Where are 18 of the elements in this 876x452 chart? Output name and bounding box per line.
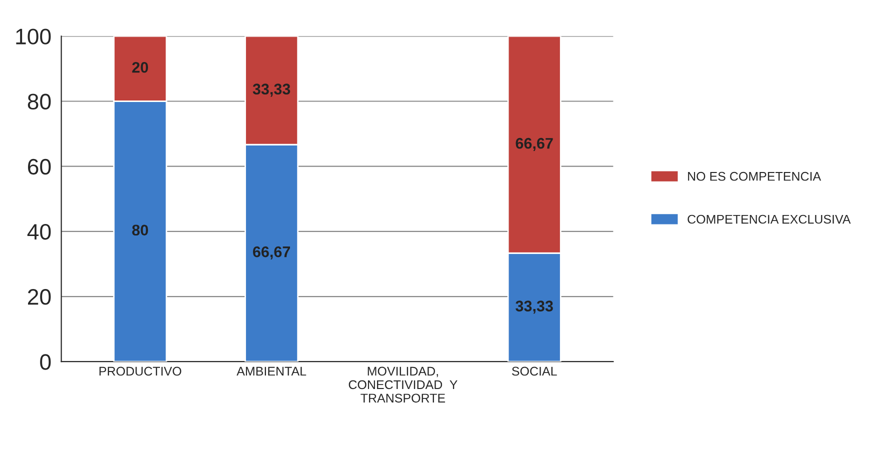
data-label: 33,33 bbox=[516, 300, 553, 314]
x-tick-label: MOVILIDAD, CONECTIVIDAD Y TRANSPORTE bbox=[348, 366, 458, 403]
x-tick-label: AMBIENTAL bbox=[236, 366, 306, 376]
data-label: 20 bbox=[132, 62, 148, 73]
data-label: 80 bbox=[132, 224, 148, 236]
data-label: 33,33 bbox=[252, 84, 290, 97]
legend-label: COMPETENCIA EXCLUSIVA bbox=[688, 214, 851, 224]
x-tick-label: PRODUCTIVO bbox=[100, 366, 182, 376]
y-tick-label: 20 bbox=[28, 289, 51, 305]
data-label: 66,67 bbox=[253, 246, 290, 260]
legend-label: NO ES COMPETENCIA bbox=[688, 172, 822, 181]
y-tick-label: 60 bbox=[28, 158, 51, 175]
y-tick-label: 40 bbox=[27, 224, 51, 240]
y-tick-label: 100 bbox=[16, 28, 51, 44]
data-label: 66,67 bbox=[516, 138, 553, 151]
y-tick-label: 0 bbox=[40, 354, 51, 370]
y-tick-label: 80 bbox=[28, 94, 51, 110]
x-tick-label: SOCIAL bbox=[512, 366, 557, 376]
